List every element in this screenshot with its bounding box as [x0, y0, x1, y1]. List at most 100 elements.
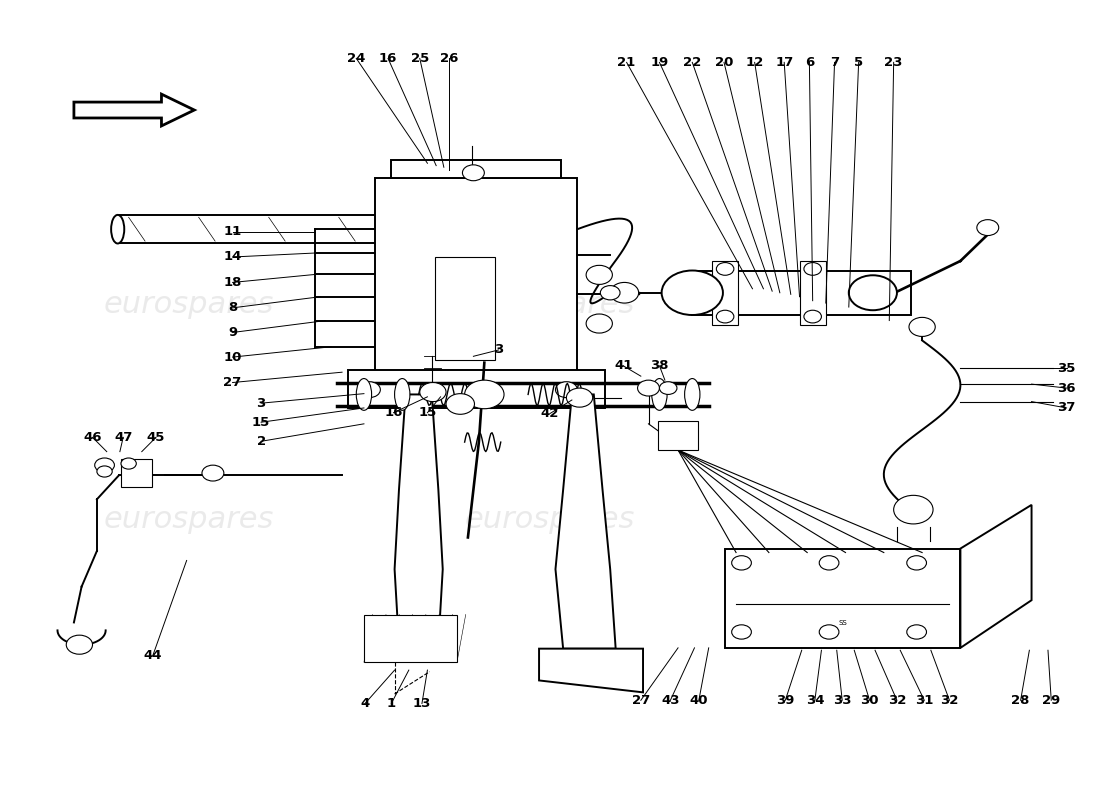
Circle shape	[66, 635, 92, 654]
Ellipse shape	[652, 378, 667, 410]
Text: 1: 1	[387, 697, 396, 710]
Bar	[800, 261, 826, 325]
Circle shape	[586, 266, 613, 285]
Text: 30: 30	[860, 694, 879, 707]
Text: 43: 43	[661, 694, 680, 707]
Circle shape	[556, 382, 578, 398]
Text: 11: 11	[223, 225, 242, 238]
Circle shape	[586, 314, 613, 333]
Text: 24: 24	[348, 52, 365, 65]
Bar	[348, 370, 605, 408]
Text: 2: 2	[256, 435, 265, 448]
Polygon shape	[74, 94, 195, 126]
Circle shape	[659, 382, 676, 394]
Circle shape	[420, 382, 446, 402]
Circle shape	[820, 556, 839, 570]
Text: 10: 10	[223, 350, 242, 363]
Text: 15: 15	[252, 416, 271, 429]
Text: 31: 31	[915, 694, 934, 707]
Text: 36: 36	[1057, 382, 1076, 394]
Circle shape	[661, 270, 723, 315]
Text: 21: 21	[617, 56, 636, 69]
Text: 19: 19	[650, 56, 669, 69]
Text: 47: 47	[114, 431, 132, 444]
Ellipse shape	[684, 378, 700, 410]
Text: 22: 22	[683, 56, 702, 69]
Text: 27: 27	[631, 694, 650, 707]
Ellipse shape	[356, 378, 372, 410]
Bar	[692, 270, 911, 315]
Text: 7: 7	[830, 56, 839, 69]
Text: eurospares: eurospares	[465, 290, 635, 319]
Text: 44: 44	[143, 650, 162, 662]
Circle shape	[849, 275, 896, 310]
Text: 35: 35	[1057, 362, 1076, 374]
Circle shape	[732, 625, 751, 639]
Circle shape	[610, 282, 639, 303]
Circle shape	[95, 458, 114, 472]
Text: eurospares: eurospares	[465, 505, 635, 534]
Bar	[658, 422, 697, 450]
Bar	[436, 257, 495, 360]
Text: 27: 27	[223, 376, 242, 389]
Circle shape	[446, 394, 474, 414]
Text: 4: 4	[361, 697, 370, 710]
Text: 17: 17	[776, 56, 793, 69]
Text: 16: 16	[384, 406, 403, 419]
Text: 23: 23	[884, 56, 903, 69]
Text: 12: 12	[746, 56, 763, 69]
Bar	[392, 160, 561, 178]
Bar	[375, 178, 578, 372]
Text: 5: 5	[854, 56, 864, 69]
Circle shape	[97, 466, 112, 477]
Polygon shape	[539, 649, 644, 692]
Text: 32: 32	[940, 694, 959, 707]
Text: 46: 46	[84, 431, 102, 444]
Bar	[121, 458, 152, 487]
Ellipse shape	[111, 215, 124, 243]
Bar	[725, 549, 960, 648]
Circle shape	[464, 380, 504, 409]
Text: 33: 33	[833, 694, 851, 707]
Circle shape	[820, 625, 839, 639]
Text: 41: 41	[614, 359, 632, 372]
Text: 38: 38	[650, 359, 669, 372]
Circle shape	[977, 220, 999, 235]
Text: 18: 18	[223, 276, 242, 289]
Text: 15: 15	[418, 406, 437, 419]
Text: 39: 39	[777, 694, 794, 707]
Circle shape	[804, 262, 822, 275]
Text: 14: 14	[223, 250, 242, 263]
Text: 26: 26	[440, 52, 459, 65]
Text: 40: 40	[690, 694, 708, 707]
Text: 3: 3	[494, 343, 503, 357]
Circle shape	[906, 556, 926, 570]
Text: 37: 37	[1057, 402, 1076, 414]
Text: eurospares: eurospares	[103, 290, 274, 319]
Circle shape	[202, 465, 224, 481]
Bar	[712, 261, 738, 325]
Text: eurospares: eurospares	[103, 505, 274, 534]
Text: 25: 25	[410, 52, 429, 65]
Text: 42: 42	[541, 407, 559, 420]
Circle shape	[121, 458, 136, 469]
Circle shape	[909, 318, 935, 337]
Text: 6: 6	[805, 56, 814, 69]
Text: 13: 13	[412, 697, 431, 710]
Circle shape	[359, 382, 381, 398]
Circle shape	[732, 556, 751, 570]
Circle shape	[601, 286, 620, 300]
Circle shape	[906, 625, 926, 639]
Circle shape	[893, 495, 933, 524]
Text: SS: SS	[838, 620, 847, 626]
Circle shape	[462, 165, 484, 181]
Bar	[364, 614, 456, 662]
Text: 29: 29	[1042, 694, 1060, 707]
Circle shape	[716, 310, 734, 323]
Text: 9: 9	[228, 326, 238, 339]
Text: 16: 16	[378, 52, 397, 65]
Text: 28: 28	[1011, 694, 1030, 707]
Text: 20: 20	[715, 56, 734, 69]
Text: 45: 45	[146, 431, 165, 444]
Circle shape	[638, 380, 659, 396]
